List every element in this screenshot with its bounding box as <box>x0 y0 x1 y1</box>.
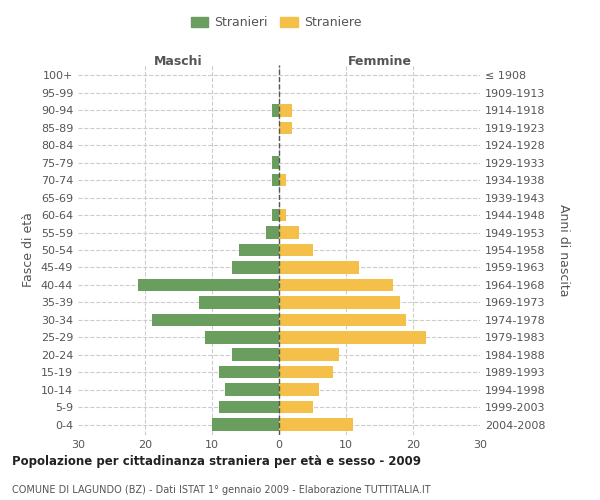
Y-axis label: Anni di nascita: Anni di nascita <box>557 204 570 296</box>
Bar <box>279 104 292 117</box>
Bar <box>232 348 279 361</box>
Bar <box>138 278 279 291</box>
Bar <box>279 122 292 134</box>
Bar <box>279 244 313 256</box>
Bar <box>279 278 393 291</box>
Bar <box>279 296 400 308</box>
Bar <box>279 418 353 431</box>
Bar <box>226 384 279 396</box>
Bar <box>232 261 279 274</box>
Bar <box>272 156 279 169</box>
Bar <box>279 226 299 239</box>
Bar <box>279 384 319 396</box>
Bar <box>272 209 279 222</box>
Bar <box>279 331 427 344</box>
Bar <box>272 174 279 186</box>
Bar <box>212 418 279 431</box>
Text: Popolazione per cittadinanza straniera per età e sesso - 2009: Popolazione per cittadinanza straniera p… <box>12 454 421 468</box>
Text: Femmine: Femmine <box>347 54 412 68</box>
Text: Maschi: Maschi <box>154 54 203 68</box>
Bar <box>279 348 340 361</box>
Bar <box>279 209 286 222</box>
Legend: Stranieri, Straniere: Stranieri, Straniere <box>185 11 367 34</box>
Bar <box>279 261 359 274</box>
Text: COMUNE DI LAGUNDO (BZ) - Dati ISTAT 1° gennaio 2009 - Elaborazione TUTTITALIA.IT: COMUNE DI LAGUNDO (BZ) - Dati ISTAT 1° g… <box>12 485 431 495</box>
Bar <box>279 366 332 378</box>
Bar <box>218 366 279 378</box>
Bar <box>266 226 279 239</box>
Bar <box>218 401 279 413</box>
Bar <box>279 401 313 413</box>
Y-axis label: Fasce di età: Fasce di età <box>22 212 35 288</box>
Bar <box>199 296 279 308</box>
Bar <box>205 331 279 344</box>
Bar <box>152 314 279 326</box>
Bar <box>279 174 286 186</box>
Bar <box>279 314 406 326</box>
Bar <box>239 244 279 256</box>
Bar <box>272 104 279 117</box>
